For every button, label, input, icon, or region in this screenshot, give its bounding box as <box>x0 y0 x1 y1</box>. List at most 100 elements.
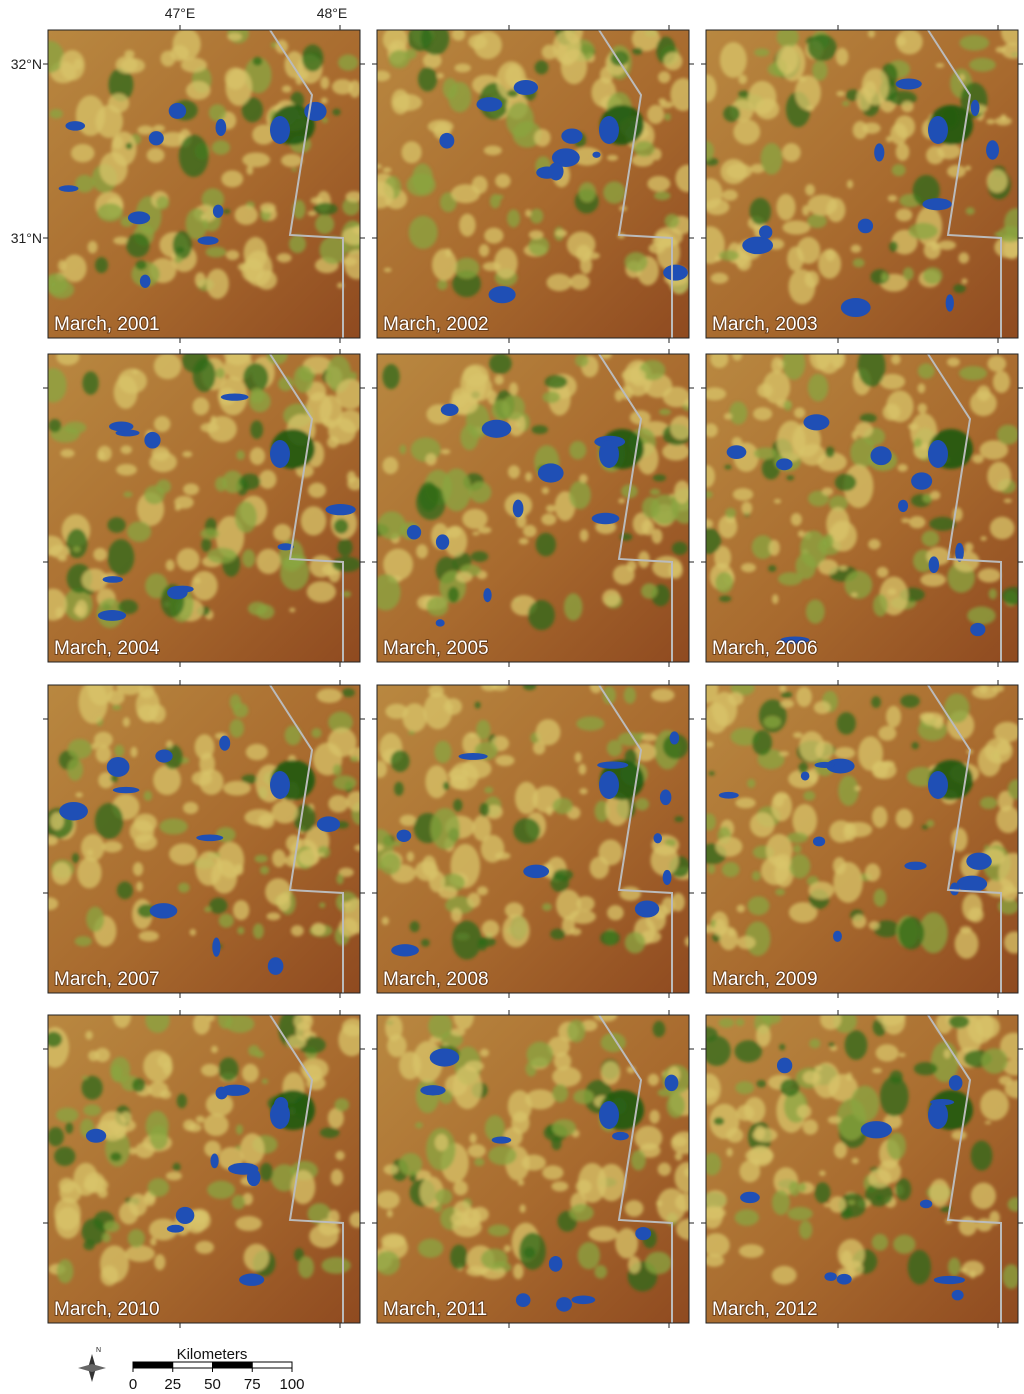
water-body <box>325 504 356 516</box>
vegetation-patch <box>782 220 811 235</box>
vegetation-patch <box>658 71 671 84</box>
vegetation-patch <box>799 1182 807 1193</box>
vegetation-patch <box>252 56 263 66</box>
panel-frame <box>705 29 1019 339</box>
vegetation-patch <box>1001 586 1018 605</box>
vegetation-patch <box>844 570 873 599</box>
vegetation-patch <box>294 1248 305 1262</box>
vegetation-patch <box>247 601 268 616</box>
vegetation-patch <box>417 66 438 92</box>
vegetation-patch <box>627 1256 641 1274</box>
vegetation-patch <box>768 539 780 556</box>
vegetation-patch <box>508 382 519 396</box>
vegetation-patch <box>706 527 722 555</box>
water-body <box>599 771 619 799</box>
vegetation-patch <box>386 1209 393 1218</box>
vegetation-patch <box>951 1130 967 1141</box>
vegetation-patch <box>207 547 237 564</box>
water-body <box>148 131 164 146</box>
vegetation-patch <box>1007 1197 1018 1212</box>
vegetation-patch <box>873 920 900 938</box>
panel-frame <box>376 684 690 994</box>
vegetation-patch <box>73 1162 99 1196</box>
vegetation-patch <box>489 354 512 375</box>
vegetation-patch <box>149 704 166 724</box>
vegetation-patch <box>415 1122 423 1129</box>
vegetation-patch <box>332 764 342 776</box>
vegetation-patch <box>112 704 122 710</box>
vegetation-patch <box>259 202 276 213</box>
vegetation-patch <box>723 105 741 122</box>
vegetation-patch <box>462 508 488 530</box>
vegetation-patch <box>62 254 87 283</box>
vegetation-patch <box>796 236 821 264</box>
vegetation-patch <box>97 1188 108 1199</box>
vegetation-patch <box>756 1080 767 1088</box>
water-body <box>488 286 516 304</box>
vegetation-patch <box>706 518 714 529</box>
vegetation-patch <box>1001 30 1018 46</box>
vegetation-patch <box>944 693 970 724</box>
water <box>740 1057 966 1301</box>
vegetation-patch <box>579 788 588 795</box>
vegetation-patch <box>987 461 1012 492</box>
vegetation-patch <box>749 197 772 226</box>
border-line <box>269 1015 344 1323</box>
vegetation-patch <box>250 420 264 439</box>
vegetation-patch <box>706 1190 727 1211</box>
vegetation-patch <box>805 599 825 624</box>
water-body <box>270 440 290 468</box>
vegetation-patch <box>921 530 940 547</box>
vegetation <box>706 354 1018 625</box>
vegetation-patch <box>125 142 133 150</box>
water-body <box>814 761 835 769</box>
vegetation-patch <box>879 1076 909 1117</box>
vegetation-patch <box>170 45 189 62</box>
vegetation-patch <box>664 838 677 847</box>
vegetation-patch <box>450 907 463 923</box>
vegetation-patch <box>97 203 123 222</box>
vegetation-patch <box>969 1270 976 1279</box>
vegetation-patch <box>449 775 469 790</box>
vegetation-patch <box>977 745 1002 777</box>
panel-label: March, 2012 <box>712 1299 818 1320</box>
vegetation-patch <box>306 581 337 603</box>
water-body <box>168 102 187 119</box>
vegetation-patch <box>631 30 660 52</box>
water-body <box>966 852 992 870</box>
water-body <box>928 771 948 799</box>
water-body <box>663 264 688 281</box>
vegetation-patch <box>473 31 502 60</box>
water-body <box>826 758 855 774</box>
vegetation-patch <box>452 270 481 298</box>
vegetation-patch <box>922 267 943 285</box>
vegetation-patch <box>208 104 227 122</box>
vegetation-patch <box>491 399 511 421</box>
vegetation-patch <box>126 233 150 258</box>
water-body <box>139 274 151 288</box>
vegetation-patch <box>623 686 636 704</box>
vegetation-patch <box>383 548 414 581</box>
map-image <box>48 685 360 993</box>
vegetation-patch <box>153 416 171 433</box>
vegetation-patch <box>531 425 548 435</box>
water-body <box>898 499 909 513</box>
vegetation-patch <box>83 1104 102 1117</box>
vegetation-patch <box>245 743 268 761</box>
vegetation-patch <box>947 165 966 178</box>
vegetation-patch <box>970 1182 996 1210</box>
vegetation-patch <box>398 1153 423 1176</box>
vegetation-patch <box>377 1190 400 1210</box>
vegetation-patch <box>734 1040 763 1063</box>
water-body <box>476 97 503 112</box>
vegetation-patch <box>235 1216 262 1232</box>
vegetation-patch <box>80 833 105 862</box>
vegetation-patch <box>954 928 979 959</box>
vegetation-patch <box>890 123 908 145</box>
compass: N <box>78 1347 106 1382</box>
vegetation-patch <box>118 1201 139 1225</box>
vegetation-patch <box>478 526 492 534</box>
vegetation-patch <box>273 524 292 542</box>
vegetation-patch <box>734 1209 759 1226</box>
water-body <box>391 944 419 957</box>
